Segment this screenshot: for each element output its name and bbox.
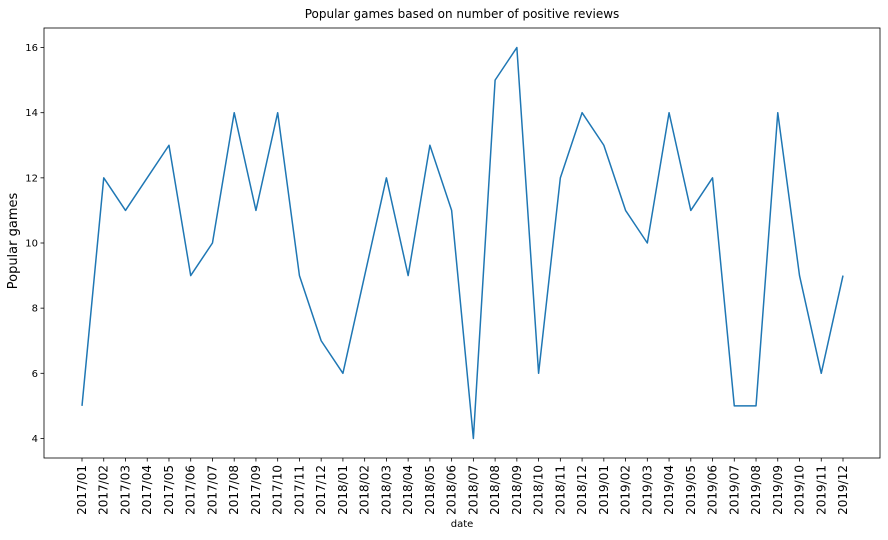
x-tick-label: 2017/01 <box>75 465 89 515</box>
x-tick-label: 2017/10 <box>271 465 285 515</box>
x-tick-label: 2019/03 <box>640 465 654 515</box>
x-axis-ticks: 2017/01 2017/02 2017/03 2017/04 2017/05 2017/… <box>75 458 850 515</box>
x-tick-label: 2018/02 <box>358 465 372 515</box>
x-tick-label: 2017/07 <box>205 465 219 515</box>
y-tick-label: 8 <box>32 304 38 315</box>
chart-title: Popular games based on number of positiv… <box>305 7 620 21</box>
x-tick-label: 2018/07 <box>466 465 480 515</box>
y-tick-label: 14 <box>25 108 38 119</box>
x-tick-label: 2018/05 <box>423 465 437 515</box>
x-tick-label: 2019/10 <box>793 465 807 515</box>
x-tick-label: 2017/02 <box>97 465 111 515</box>
x-tick-label: 2018/01 <box>336 465 350 515</box>
x-tick-label: 2017/08 <box>227 465 241 515</box>
x-tick-label: 2017/11 <box>292 465 306 515</box>
y-tick-label: 6 <box>32 369 38 380</box>
x-tick-label: 2019/08 <box>749 465 763 515</box>
y-tick-label: 12 <box>25 173 38 184</box>
x-tick-label: 2017/09 <box>249 465 263 515</box>
x-tick-label: 2018/08 <box>488 465 502 515</box>
y-axis-ticks: 4 6 8 10 12 14 16 <box>25 43 44 445</box>
x-tick-label: 2019/07 <box>727 465 741 515</box>
x-tick-label: 2018/11 <box>553 465 567 515</box>
x-tick-label: 2019/05 <box>684 465 698 515</box>
x-tick-label: 2018/10 <box>532 465 546 515</box>
x-tick-label: 2019/09 <box>771 465 785 515</box>
x-tick-label: 2018/12 <box>575 465 589 515</box>
x-tick-label: 2017/12 <box>314 465 328 515</box>
x-tick-label: 2019/01 <box>597 465 611 515</box>
x-tick-label: 2019/12 <box>836 465 850 515</box>
x-tick-label: 2018/04 <box>401 465 415 515</box>
y-axis-label: Popular games <box>6 193 21 290</box>
x-tick-label: 2019/06 <box>706 465 720 515</box>
y-tick-label: 10 <box>25 239 38 250</box>
x-tick-label: 2017/04 <box>140 465 154 515</box>
x-tick-label: 2018/03 <box>379 465 393 515</box>
x-tick-label: 2019/11 <box>814 465 828 515</box>
x-tick-label: 2019/02 <box>619 465 633 515</box>
x-tick-label: 2017/03 <box>118 465 132 515</box>
y-tick-label: 16 <box>25 43 38 54</box>
series-line <box>81 46 844 440</box>
y-tick-label: 4 <box>32 434 38 445</box>
plot-area-frame <box>43 27 881 459</box>
x-axis-label: date <box>451 519 474 530</box>
x-tick-label: 2017/06 <box>184 465 198 515</box>
x-tick-label: 2018/09 <box>510 465 524 515</box>
x-tick-label: 2019/04 <box>662 465 676 515</box>
x-tick-label: 2018/06 <box>445 465 459 515</box>
x-tick-label: 2017/05 <box>162 465 176 515</box>
